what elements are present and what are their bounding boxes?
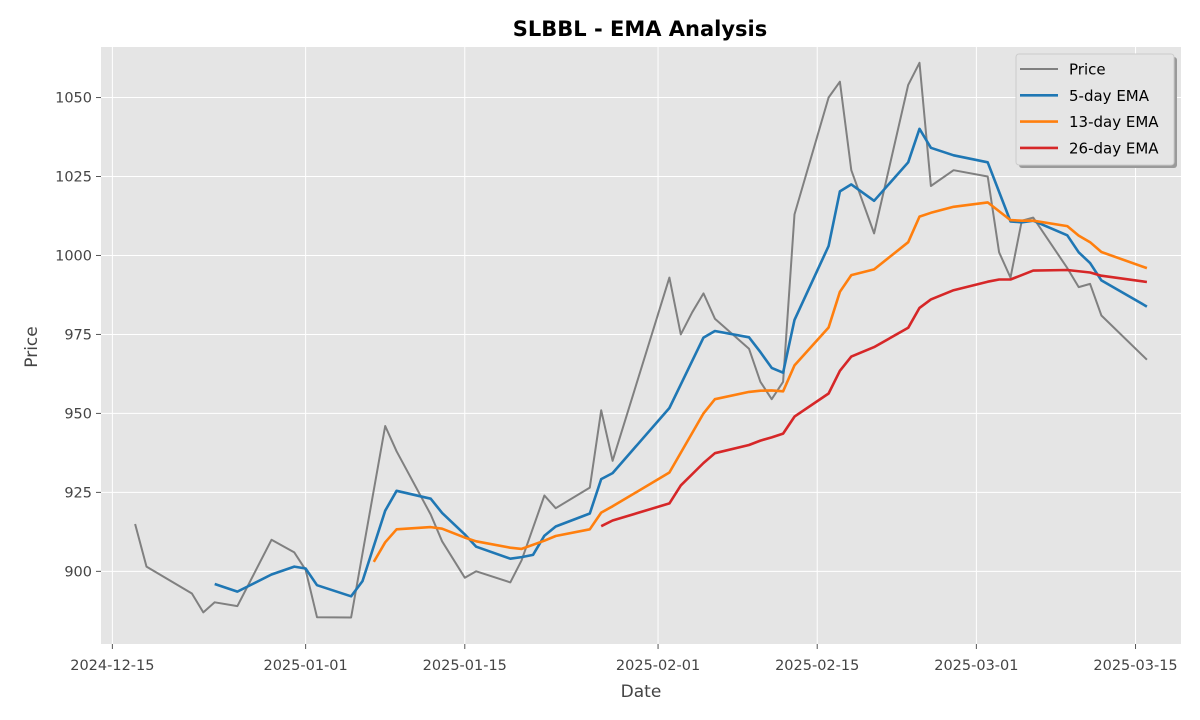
y-tick-label: 950: [64, 406, 92, 422]
axis-ticks: 2024-12-15 2025-01-01 2025-01-15 2025-02-01…: [55, 91, 1178, 674]
series-line-26-day-ema: [600, 268, 1148, 528]
y-axis-label: Price: [22, 326, 42, 367]
x-tick-label: 2025-01-01: [263, 658, 347, 674]
y-tick-label: 925: [64, 485, 92, 501]
legend-entry-26-day-ema: 26-day EMA: [1069, 139, 1159, 157]
x-tick-label: 2024-12-15: [70, 658, 154, 674]
y-tick-label: 1000: [55, 248, 92, 264]
series-lines: [134, 61, 1148, 619]
x-tick-label: 2025-02-01: [616, 658, 700, 674]
y-tick-label: 1050: [55, 91, 92, 107]
x-axis-label: Date: [621, 682, 662, 702]
legend: Price 5-day EMA 13-day EMA 26-day EMA: [1015, 53, 1177, 168]
y-tick-label: 975: [64, 327, 92, 343]
series-line-price: [134, 61, 1148, 619]
y-tick-label: 900: [64, 564, 92, 580]
legend-entry-price: Price: [1069, 61, 1106, 79]
legend-entry-13-day-ema: 13-day EMA: [1069, 113, 1159, 131]
x-tick-label: 2025-03-01: [934, 658, 1018, 674]
legend-entry-5-day-ema: 5-day EMA: [1069, 87, 1150, 105]
legend-box: [1015, 53, 1175, 166]
x-tick-label: 2025-02-15: [775, 658, 859, 674]
grid-lines: [101, 47, 1181, 644]
chart-title: SLBBL - EMA Analysis: [513, 17, 768, 41]
series-line-5-day-ema: [214, 127, 1148, 598]
series-line-13-day-ema: [372, 201, 1148, 563]
x-tick-label: 2025-03-15: [1093, 658, 1177, 674]
x-tick-label: 2025-01-15: [423, 658, 507, 674]
y-tick-label: 1025: [55, 170, 92, 186]
